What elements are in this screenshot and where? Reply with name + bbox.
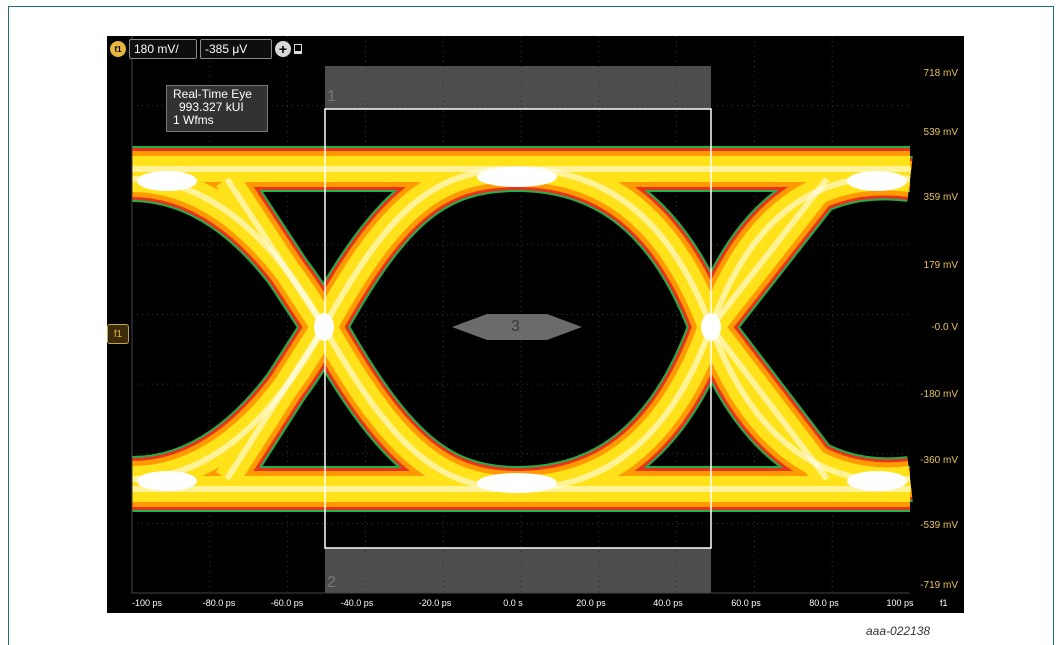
y-tick-label: -180 mV (920, 389, 958, 400)
x-tick-label: 0.0 s (503, 598, 523, 608)
eye-hotspot (137, 471, 197, 491)
document-frame-top (8, 6, 1054, 7)
box-label-bottom: 2 (327, 574, 336, 591)
eye-hotspot (477, 167, 557, 187)
x-tick-label: -100 ps (131, 598, 163, 608)
eye-hotspot (477, 473, 557, 493)
x-tick-label: -80.0 ps (202, 598, 236, 608)
lock-icon[interactable] (294, 44, 302, 54)
y-tick-label: -719 mV (920, 580, 958, 591)
measurement-info-box: Real-Time Eye 993.327 kUI 1 Wfms (166, 85, 268, 132)
measurement-box[interactable] (324, 108, 712, 549)
oscilloscope-screen: f1 180 mV/ -385 μV + f1 Real-Time Eye 99… (107, 36, 964, 613)
figure-id-caption: aaa-022138 (866, 624, 931, 638)
eye-trace (224, 325, 327, 481)
info-waveforms: 1 Wfms (173, 113, 214, 127)
channel-badge[interactable]: f1 (110, 41, 126, 57)
reference-level-icon[interactable]: f1 (107, 324, 129, 344)
mask-region (452, 314, 582, 340)
vertical-offset-field[interactable]: -385 μV (200, 39, 272, 59)
eye-hotspot (847, 171, 907, 191)
y-tick-label: 179 mV (923, 260, 958, 271)
plus-circle-icon[interactable]: + (275, 41, 291, 57)
y-tick-label: -360 mV (920, 455, 958, 466)
info-title: Real-Time Eye (173, 87, 252, 101)
document-frame-left (8, 6, 9, 645)
eye-hotspot (314, 313, 334, 341)
info-ui-count: 993.327 kUI (179, 100, 244, 114)
box-label-top: 1 (327, 88, 336, 105)
x-tick-label: -20.0 ps (418, 598, 452, 608)
x-tick-label: -40.0 ps (340, 598, 374, 608)
y-tick-label: -539 mV (920, 520, 958, 531)
y-tick-label: 539 mV (923, 127, 958, 138)
eye-hotspot (847, 471, 907, 491)
x-tick-label: -60.0 ps (270, 598, 304, 608)
y-tick-label: -0.0 V (931, 322, 958, 333)
y-tick-label: 718 mV (923, 68, 958, 79)
ref-marker-label: f1 (113, 328, 123, 340)
eye-hotspot (137, 171, 197, 191)
eye-diagram-plot (131, 36, 913, 594)
eye-trace (708, 177, 830, 329)
eye-trace (708, 325, 830, 481)
document-frame-right (1053, 6, 1054, 645)
x-tick-label: 100 ps (886, 598, 914, 608)
x-tick-label: 20.0 ps (576, 598, 606, 608)
eye-trace (224, 177, 327, 329)
x-axis-source-label: f1 (940, 598, 948, 608)
channel-toolbar: f1 180 mV/ -385 μV + (107, 36, 320, 62)
vertical-scale-field[interactable]: 180 mV/ (129, 39, 197, 59)
x-tick-label: 40.0 ps (653, 598, 683, 608)
x-tick-label: 80.0 ps (809, 598, 839, 608)
y-tick-label: 359 mV (923, 192, 958, 203)
mask-label: 3 (511, 318, 520, 335)
x-tick-label: 60.0 ps (731, 598, 761, 608)
